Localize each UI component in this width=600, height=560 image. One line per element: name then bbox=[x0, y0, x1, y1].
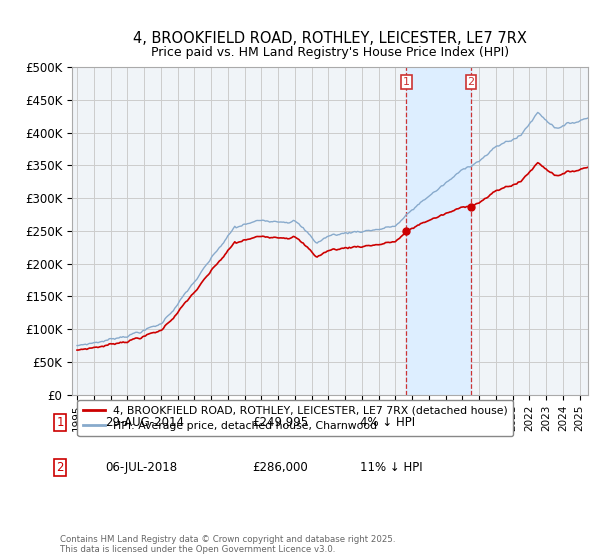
Text: 06-JUL-2018: 06-JUL-2018 bbox=[105, 461, 177, 474]
Text: 1: 1 bbox=[56, 416, 64, 430]
Text: £286,000: £286,000 bbox=[252, 461, 308, 474]
Text: 2: 2 bbox=[56, 461, 64, 474]
Text: 4% ↓ HPI: 4% ↓ HPI bbox=[360, 416, 415, 430]
Bar bbox=[406, 67, 471, 395]
Text: Contains HM Land Registry data © Crown copyright and database right 2025.
This d: Contains HM Land Registry data © Crown c… bbox=[60, 535, 395, 554]
Text: 29-AUG-2014: 29-AUG-2014 bbox=[105, 416, 184, 430]
Text: 2: 2 bbox=[467, 77, 475, 87]
Legend: 4, BROOKFIELD ROAD, ROTHLEY, LEICESTER, LE7 7RX (detached house), HPI: Average p: 4, BROOKFIELD ROAD, ROTHLEY, LEICESTER, … bbox=[77, 400, 514, 436]
Text: 4, BROOKFIELD ROAD, ROTHLEY, LEICESTER, LE7 7RX: 4, BROOKFIELD ROAD, ROTHLEY, LEICESTER, … bbox=[133, 31, 527, 46]
Text: 11% ↓ HPI: 11% ↓ HPI bbox=[360, 461, 422, 474]
Text: 1: 1 bbox=[403, 77, 410, 87]
Text: £249,995: £249,995 bbox=[252, 416, 308, 430]
Text: Price paid vs. HM Land Registry's House Price Index (HPI): Price paid vs. HM Land Registry's House … bbox=[151, 46, 509, 59]
